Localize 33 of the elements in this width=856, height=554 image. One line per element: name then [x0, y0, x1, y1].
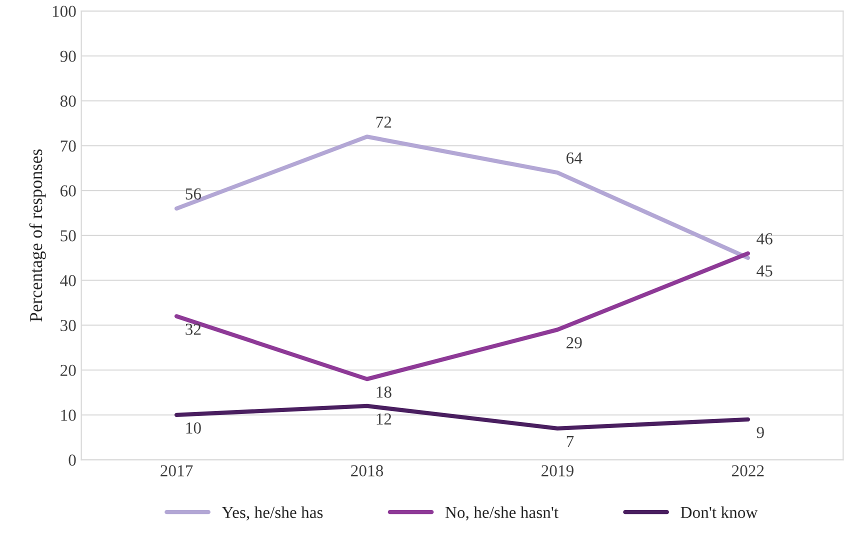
y-tick-label: 70 — [60, 140, 76, 152]
data-label: 64 — [566, 152, 582, 164]
legend-label: Yes, he/she has — [222, 506, 323, 520]
data-label: 72 — [376, 116, 392, 128]
y-tick-label: 80 — [60, 96, 76, 107]
data-label: 7 — [566, 436, 574, 447]
y-tick-label: 20 — [60, 364, 76, 376]
y-tick-label: 50 — [60, 230, 76, 242]
y-tick-label: 40 — [60, 275, 76, 286]
y-axis-title: Percentage of responses — [29, 149, 46, 322]
y-tick-label: 90 — [60, 50, 76, 62]
x-tick-label: 2019 — [542, 465, 574, 476]
data-label: 10 — [186, 422, 201, 434]
line-series — [174, 134, 750, 260]
line-series — [174, 251, 750, 382]
data-label: 32 — [186, 324, 201, 335]
data-label: 12 — [376, 413, 392, 424]
y-tick-label: 60 — [60, 185, 76, 197]
data-label: 45 — [756, 265, 772, 277]
data-label: 29 — [566, 337, 582, 348]
y-tick-label: 10 — [61, 410, 76, 421]
y-tick-label: 100 — [52, 6, 76, 18]
legend-label: Don't know — [680, 506, 758, 518]
y-tick-label: 0 — [68, 454, 76, 466]
legend-label: No, he/she hasn't — [445, 506, 558, 520]
y-tick-label: 30 — [60, 320, 76, 332]
data-label: 18 — [376, 386, 392, 398]
data-label: 56 — [186, 188, 202, 200]
x-tick-label: 2018 — [351, 465, 384, 476]
x-tick-label: 2017 — [160, 465, 193, 476]
data-label: 9 — [756, 426, 764, 438]
x-tick-label: 2022 — [732, 465, 764, 476]
data-label: 46 — [756, 233, 772, 244]
